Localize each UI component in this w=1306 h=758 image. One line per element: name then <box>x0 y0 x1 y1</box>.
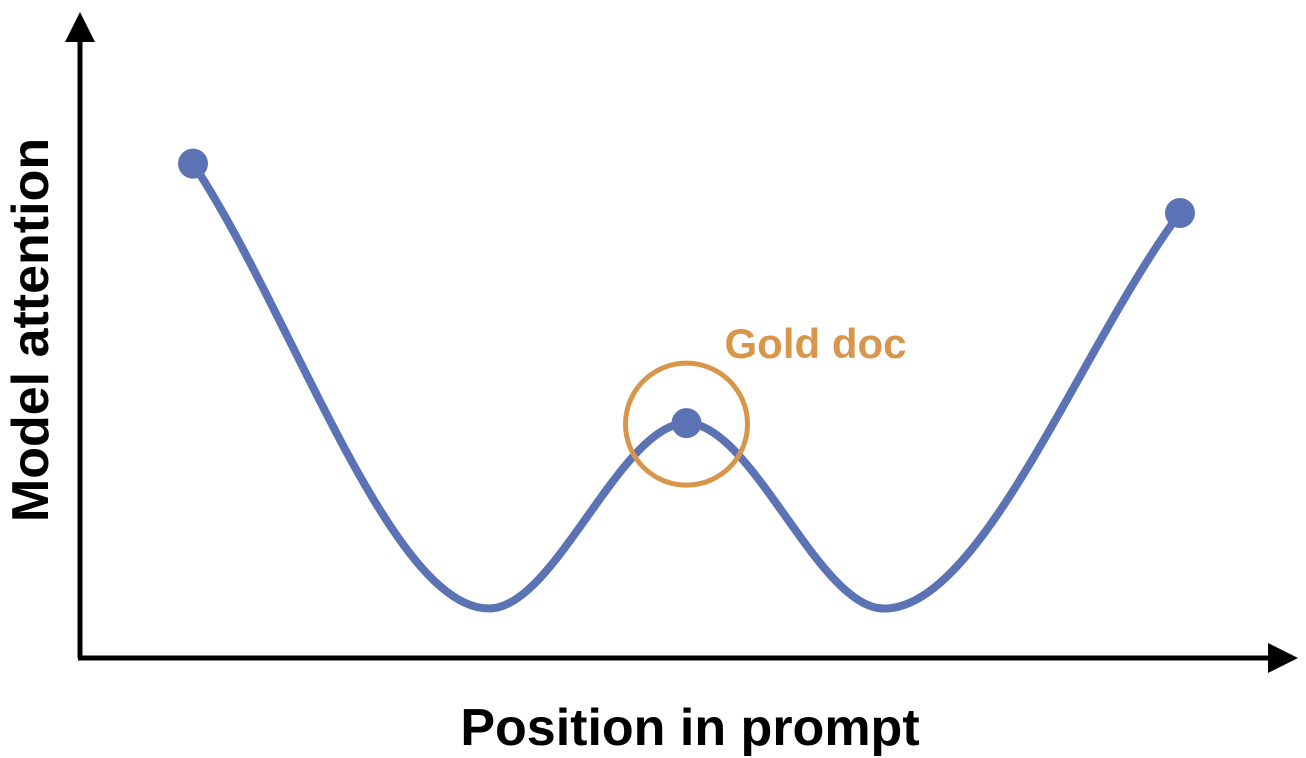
y-axis-arrow <box>65 12 95 42</box>
data-point-0 <box>178 148 208 179</box>
highlight-circle <box>623 360 750 488</box>
y-axis-title: Model attention <box>2 138 60 522</box>
annotation-label: Gold doc <box>725 320 907 367</box>
x-axis-title: Position in prompt <box>460 699 919 757</box>
series-line-0 <box>189 159 1184 613</box>
marker-layer <box>178 148 1195 439</box>
x-axis-arrow <box>1268 643 1298 673</box>
series-layer <box>189 159 1184 613</box>
annotation-layer: Gold doc <box>623 320 907 488</box>
data-point-2 <box>1165 198 1195 229</box>
data-point-1 <box>671 408 702 439</box>
